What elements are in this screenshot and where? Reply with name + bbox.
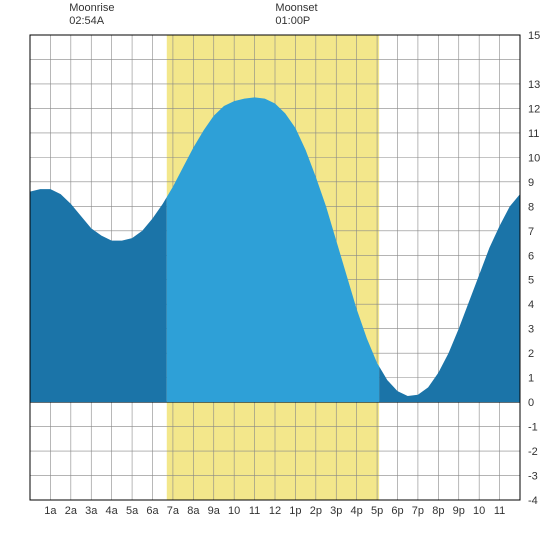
x-tick-label: 1a <box>44 505 57 517</box>
y-tick-label: -3 <box>528 471 538 483</box>
x-tick-label: 1p <box>289 505 301 517</box>
tide-chart: 1a2a3a4a5a6a7a8a9a1011121p2p3p4p5p6p7p8p… <box>0 0 550 550</box>
y-tick-label: -2 <box>528 446 538 458</box>
moonset-title: Moonset <box>275 2 317 15</box>
x-tick-label: 2p <box>310 505 322 517</box>
moonrise-time: 02:54A <box>69 15 114 28</box>
x-tick-label: 2a <box>65 505 78 517</box>
y-tick-label: 13 <box>528 79 540 91</box>
x-tick-label: 3a <box>85 505 98 517</box>
tide-area <box>379 194 520 402</box>
y-tick-label: 2 <box>528 348 534 360</box>
y-tick-label: 15 <box>528 30 540 42</box>
y-tick-label: -4 <box>528 495 538 507</box>
y-tick-label: 11 <box>528 128 539 140</box>
y-tick-label: -1 <box>528 422 538 434</box>
y-tick-label: 10 <box>528 152 540 164</box>
x-tick-label: 7a <box>167 505 180 517</box>
moonset-label: Moonset 01:00P <box>275 2 317 28</box>
y-tick-label: 12 <box>528 103 540 115</box>
x-tick-label: 6a <box>146 505 159 517</box>
x-tick-label: 11 <box>249 505 260 517</box>
tide-area <box>30 189 167 402</box>
x-tick-label: 4p <box>351 505 363 517</box>
x-tick-label: 9a <box>208 505 221 517</box>
moonrise-label: Moonrise 02:54A <box>69 2 114 28</box>
y-tick-label: 1 <box>528 373 534 385</box>
x-tick-label: 7p <box>412 505 424 517</box>
x-tick-label: 3p <box>330 505 342 517</box>
y-tick-label: 3 <box>528 324 534 336</box>
x-tick-label: 12 <box>269 505 281 517</box>
x-tick-label: 6p <box>391 505 403 517</box>
x-tick-label: 11 <box>494 505 505 517</box>
x-tick-label: 9p <box>453 505 465 517</box>
y-tick-label: 5 <box>528 275 534 287</box>
x-tick-label: 8a <box>187 505 200 517</box>
y-tick-label: 8 <box>528 201 534 213</box>
x-tick-label: 10 <box>473 505 485 517</box>
x-tick-label: 10 <box>228 505 240 517</box>
moonset-time: 01:00P <box>275 15 317 28</box>
y-tick-label: 6 <box>528 250 534 262</box>
x-tick-label: 4a <box>106 505 119 517</box>
x-tick-label: 5p <box>371 505 383 517</box>
x-tick-label: 8p <box>432 505 444 517</box>
moonrise-title: Moonrise <box>69 2 114 15</box>
chart-svg: 1a2a3a4a5a6a7a8a9a1011121p2p3p4p5p6p7p8p… <box>0 0 550 550</box>
y-tick-label: 7 <box>528 226 534 238</box>
y-tick-label: 0 <box>528 397 534 409</box>
y-tick-label: 9 <box>528 177 534 189</box>
y-tick-label: 4 <box>528 299 534 311</box>
x-tick-label: 5a <box>126 505 139 517</box>
